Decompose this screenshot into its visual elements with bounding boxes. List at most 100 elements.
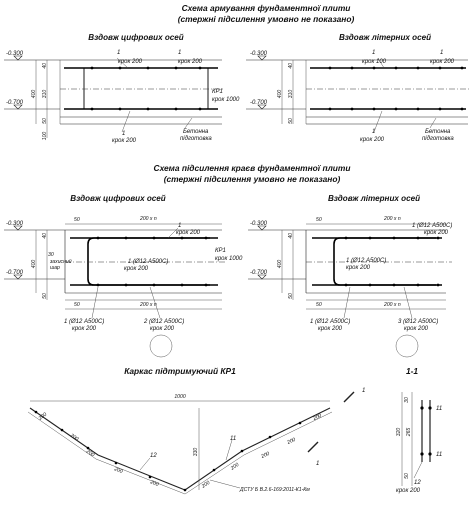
concrete-b: Бетонна bbox=[425, 129, 451, 135]
dim-310-b: 310 bbox=[288, 90, 294, 99]
panel-reinforcement-letter: -0.300 -0.700 40 310 400 50 1 крок 100 1… bbox=[246, 50, 470, 143]
callout-step-sec: крок 200 bbox=[396, 488, 421, 494]
dim-seg-7: 200 bbox=[229, 462, 240, 472]
scheme1-title: Схема армування фундаментної плити bbox=[182, 3, 351, 13]
dstu-note: ДСТУ Б В.2.6-169:2011-К1-Км bbox=[239, 487, 310, 493]
dim-seg-3: 200 bbox=[84, 448, 95, 458]
rebar-1-d: 1 (Ø12 А500С) bbox=[346, 258, 386, 264]
dim-200n-bot-d: 200 х n bbox=[383, 302, 401, 308]
level-bottom-b: -0.700 bbox=[250, 100, 268, 106]
rebar-1-top-d: 1 (Ø12 А500С) bbox=[412, 223, 452, 229]
rebar-1-step-c: крок 200 bbox=[124, 266, 149, 272]
dim-seg-4: 200 bbox=[112, 466, 123, 475]
rebar-1-bot-step-d: крок 200 bbox=[318, 326, 343, 332]
dim-50-bot-c: 50 bbox=[74, 302, 80, 308]
panel-reinforcement-digital: -0.300 -0.700 40 310 400 50 100 1 крок 2… bbox=[4, 50, 240, 144]
cut-mark-1-bottom: 1 bbox=[316, 461, 319, 467]
callout-11-sec: 11 bbox=[436, 406, 442, 412]
kr1-c: КР1 bbox=[215, 248, 226, 254]
callout-11b-sec: 11 bbox=[436, 452, 442, 458]
concrete-a: Бетонна bbox=[183, 129, 209, 135]
carcass-title: Каркас підтримуючий КР1 bbox=[124, 366, 236, 376]
dim-200n-top-d: 200 х n bbox=[383, 216, 401, 222]
callout-11: 11 bbox=[230, 436, 236, 442]
dim-400-c: 400 bbox=[31, 260, 37, 269]
dim-40-b: 40 bbox=[288, 63, 294, 69]
view-letter-axes-1: Вздовж літерних осей bbox=[339, 33, 431, 42]
callout-1-c: 1 bbox=[178, 223, 181, 229]
dim-400-a: 400 bbox=[31, 90, 37, 99]
rebar-1-c: 1 (Ø12 А500С) bbox=[128, 259, 168, 265]
section-1-1: 30 320 265 50 11 11 12 крок 200 bbox=[396, 392, 442, 494]
dim-50-b: 50 bbox=[288, 118, 294, 124]
protective-c: захисний bbox=[49, 258, 72, 265]
callout-step-c: крок 200 bbox=[176, 230, 201, 236]
callout-stepb-a: крок 200 bbox=[178, 59, 203, 65]
detail-circle-d bbox=[395, 334, 419, 358]
dim-40-d: 40 bbox=[288, 233, 294, 239]
dim-200n-bot-c: 200 х n bbox=[139, 302, 157, 308]
dim-1000: 1000 bbox=[174, 394, 185, 400]
dim-200n-top-c: 200 х n bbox=[139, 216, 157, 222]
dim-50-bot-d: 50 bbox=[316, 302, 322, 308]
dim-320-sec: 320 bbox=[396, 428, 402, 437]
dim-400-b: 400 bbox=[277, 90, 283, 99]
dim-310-a: 310 bbox=[42, 90, 48, 99]
rebar-1-step-d: крок 200 bbox=[346, 265, 371, 271]
dim-30-c: 30 bbox=[48, 252, 54, 258]
callout-1c-b: 1 bbox=[372, 129, 375, 135]
scheme2-subtitle: (стержні підсилення умовно не показано) bbox=[164, 174, 341, 184]
kr1-step-a: крок 1000 bbox=[212, 97, 240, 103]
level-bottom-c: -0.700 bbox=[6, 270, 24, 276]
dim-50-sec: 50 bbox=[404, 473, 410, 479]
dim-seg-1: 200 bbox=[37, 412, 48, 423]
dim-seg-9: 200 bbox=[285, 437, 296, 446]
scheme1-subtitle: (стержні підсилення умовно не показано) bbox=[178, 14, 355, 24]
dim-40-a: 40 bbox=[42, 63, 48, 69]
rebar-1-bot-step-c: крок 200 bbox=[72, 326, 97, 332]
dim-50-top-d: 50 bbox=[316, 217, 322, 223]
cut-mark-1-top: 1 bbox=[362, 388, 365, 394]
dim-seg-2: 200 bbox=[68, 432, 79, 442]
scheme2-title: Схема підсилення краєв фундаментної плит… bbox=[154, 163, 351, 173]
callout-stepb-b: крок 200 bbox=[430, 59, 455, 65]
dim-30-sec: 30 bbox=[404, 397, 410, 403]
view-digital-axes-2: Вздовж цифрових осей bbox=[70, 194, 166, 203]
dim-seg-6: 200 bbox=[200, 480, 211, 490]
callout-stepc-a: крок 200 bbox=[112, 138, 137, 144]
rebar-1-top-step-d: крок 200 bbox=[424, 230, 449, 236]
view-letter-axes-2: Вздовж літерних осей bbox=[328, 194, 420, 203]
callout-1-b: 1 bbox=[372, 50, 375, 56]
callout-stepc-b: крок 200 bbox=[360, 137, 385, 143]
callout-1b-a: 1 bbox=[178, 50, 181, 56]
panel-edge-letter: -0.300 -0.700 40 400 50 50 200 х n 50 20… bbox=[248, 216, 452, 358]
kr1-a: КР1 bbox=[212, 89, 223, 95]
view-digital-axes-1: Вздовж цифрових осей bbox=[88, 33, 184, 42]
section-title: 1-1 bbox=[406, 366, 418, 376]
rebar-3-step-d: крок 200 bbox=[404, 326, 429, 332]
dim-50-d: 50 bbox=[288, 293, 294, 299]
carcass-kr1: 1000 330 200 200 200 200 200 200 200 200… bbox=[27, 388, 365, 495]
dim-seg-10: 200 bbox=[311, 413, 322, 422]
dim-seg-5: 200 bbox=[148, 479, 159, 488]
rebar-3-d: 3 (Ø12 А500С) bbox=[398, 319, 438, 325]
dim-50-top-c: 50 bbox=[74, 217, 80, 223]
callout-12: 12 bbox=[150, 453, 157, 459]
level-top-b: -0.300 bbox=[250, 51, 268, 57]
panel-edge-digital: -0.300 -0.700 40 400 50 50 200 х n 50 20… bbox=[4, 216, 243, 358]
prep-a: підготовка bbox=[180, 136, 212, 142]
level-top-c: -0.300 bbox=[6, 221, 24, 227]
dim-400-d: 400 bbox=[277, 260, 283, 269]
rebar-2-step-c: крок 200 bbox=[150, 326, 175, 332]
level-top-a: -0.300 bbox=[6, 51, 24, 57]
rebar-1-bot-c: 1 (Ø12 А500С) bbox=[64, 319, 104, 325]
callout-1b-b: 1 bbox=[440, 50, 443, 56]
dim-50-a: 50 bbox=[42, 118, 48, 124]
callout-12-sec: 12 bbox=[414, 480, 421, 486]
level-bottom-d: -0.700 bbox=[250, 270, 268, 276]
dim-330: 330 bbox=[193, 448, 199, 457]
detail-circle-c bbox=[149, 334, 173, 358]
callout-step100-b: крок 100 bbox=[362, 59, 387, 65]
level-top-d: -0.300 bbox=[250, 221, 268, 227]
